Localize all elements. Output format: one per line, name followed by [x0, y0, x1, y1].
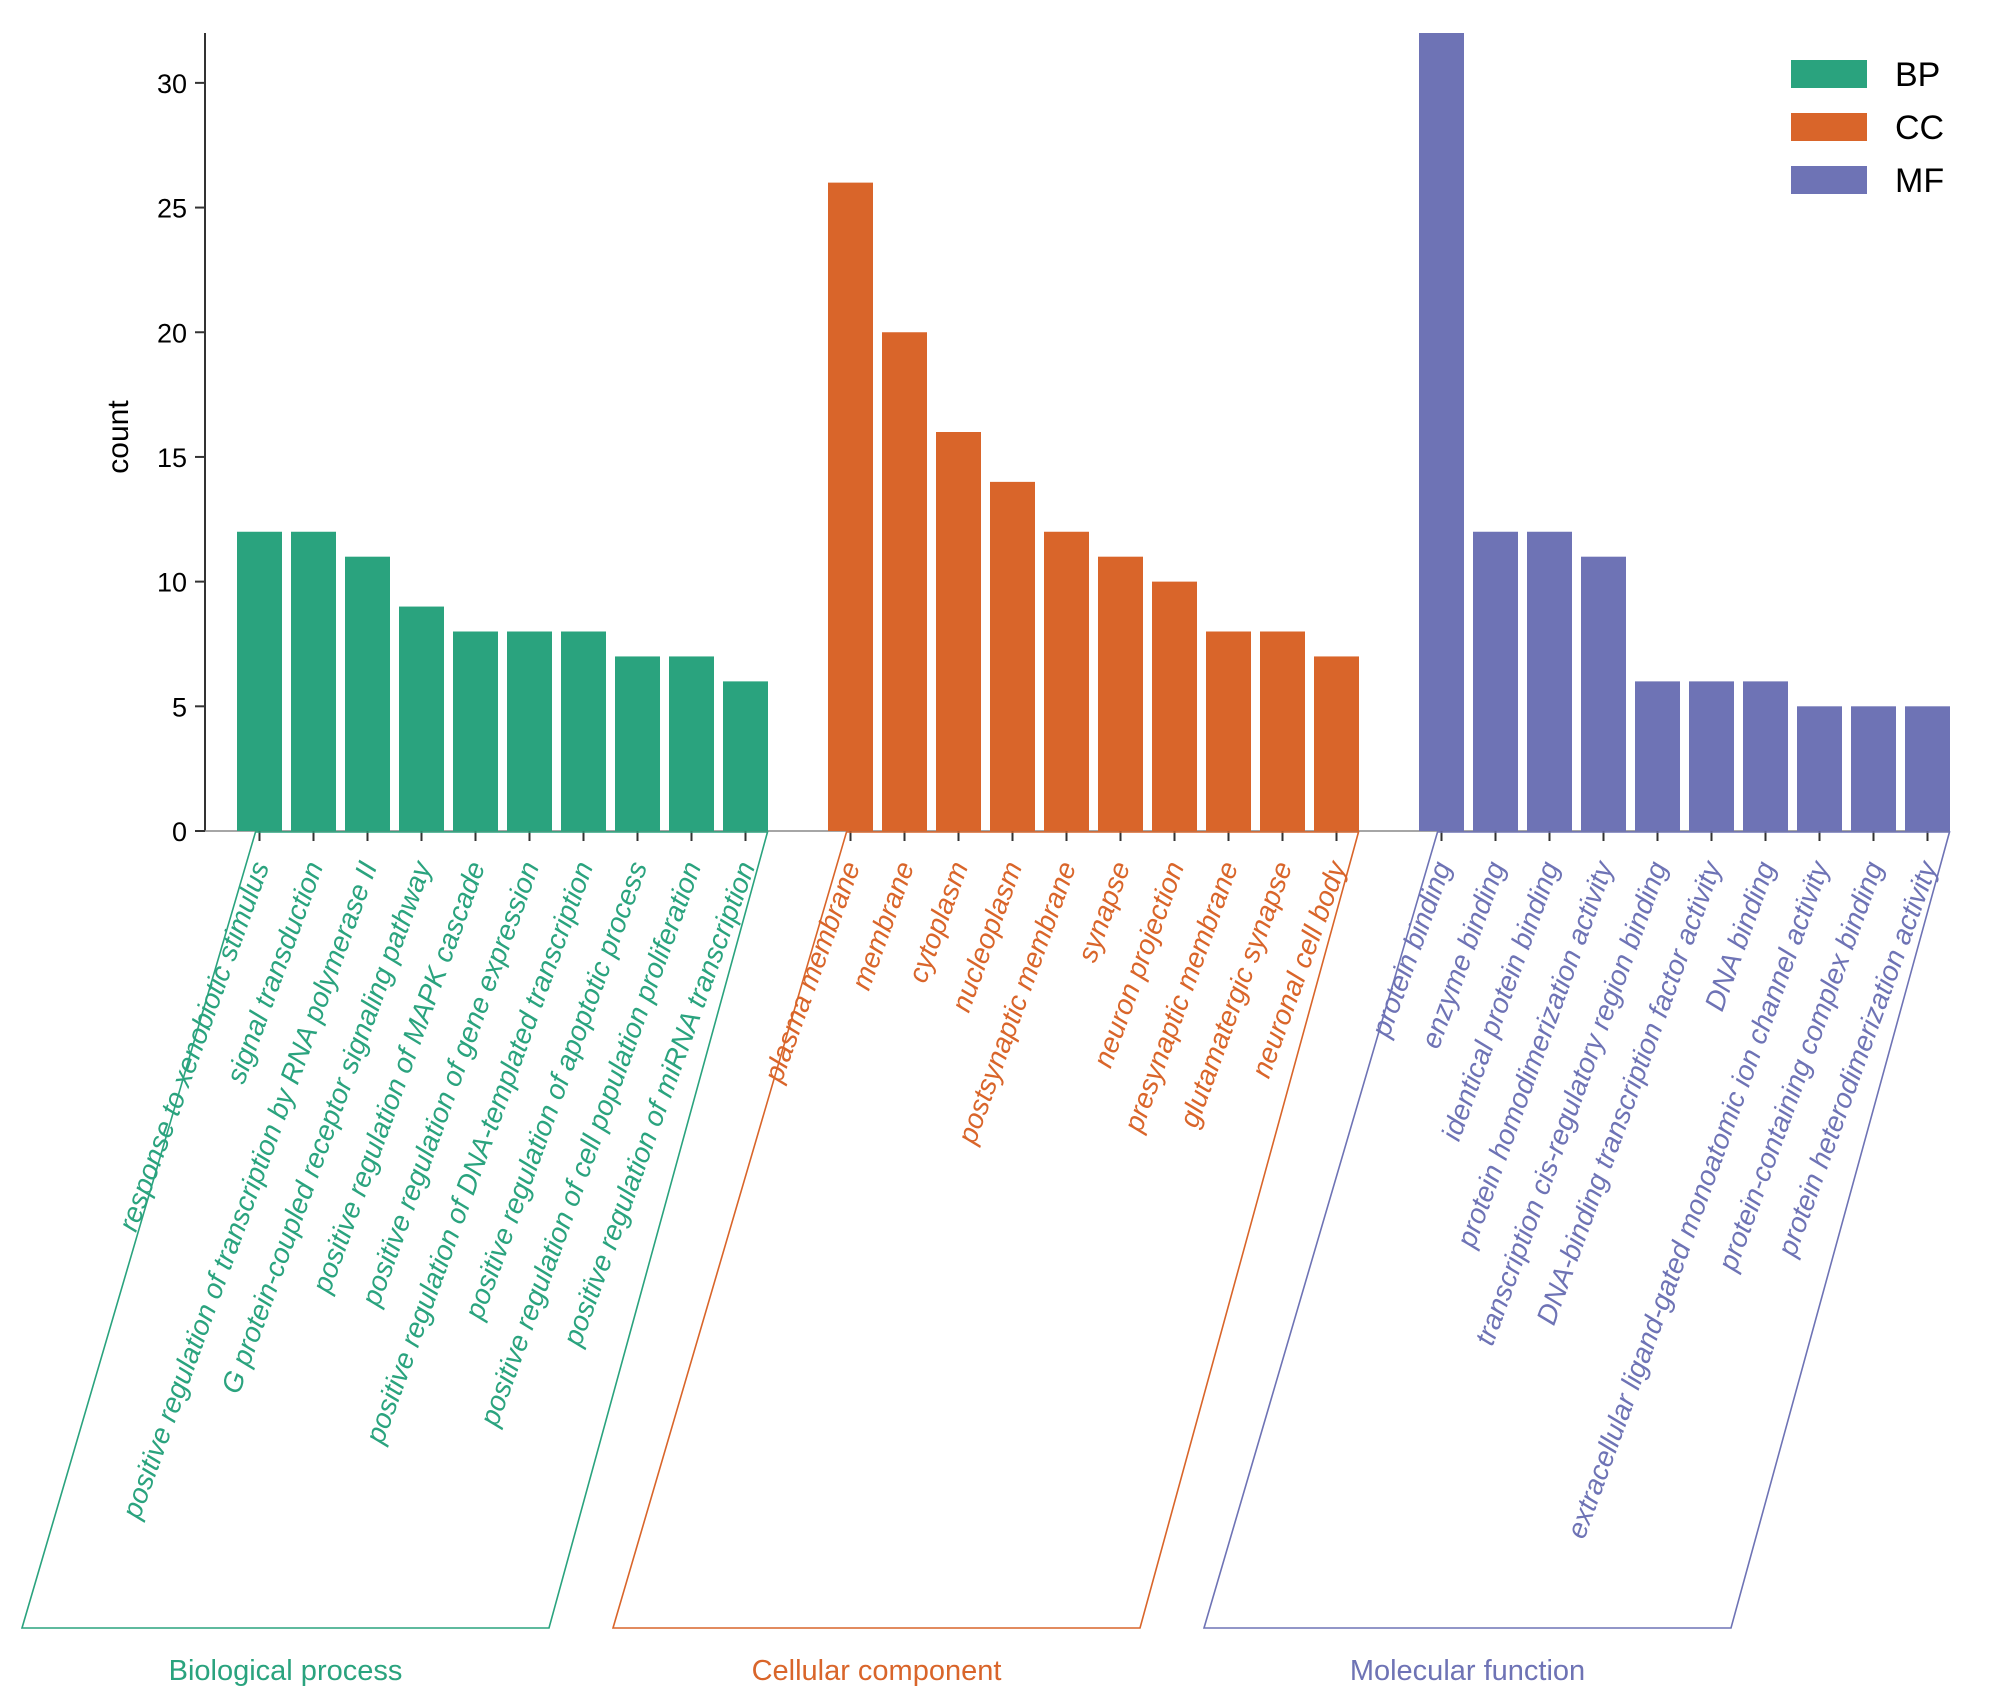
- y-tick-label: 10: [157, 568, 187, 598]
- bar: [345, 556, 390, 831]
- bar: [237, 531, 282, 831]
- bar: [399, 606, 444, 831]
- bar: [1851, 706, 1896, 831]
- legend: BP CC MF: [1791, 56, 1944, 200]
- bar: [1044, 531, 1089, 831]
- y-tick-label: 15: [157, 443, 187, 473]
- bar: [1635, 681, 1680, 831]
- group-label: Cellular component: [752, 1655, 1002, 1687]
- bar: [669, 656, 714, 831]
- group-boxes: Biological process Cellular component Mole…: [20, 831, 1951, 1687]
- bars: [237, 33, 1950, 831]
- y-tick-label: 5: [172, 692, 187, 722]
- group-bracket: [20, 831, 769, 1629]
- bar: [507, 631, 552, 831]
- group-bracket: [1202, 831, 1951, 1629]
- bar: [1152, 581, 1197, 831]
- bar: [828, 182, 873, 831]
- y-axis-title: count: [102, 400, 135, 474]
- group-bracket: [611, 831, 1360, 1629]
- y-tick-label: 25: [157, 194, 187, 224]
- bar: [882, 332, 927, 831]
- legend-label: BP: [1895, 56, 1940, 94]
- group-label: Molecular function: [1350, 1655, 1585, 1687]
- bar: [1260, 631, 1305, 831]
- bar: [453, 631, 498, 831]
- bar: [1206, 631, 1251, 831]
- bar: [723, 681, 768, 831]
- legend-swatch: [1791, 113, 1867, 141]
- bar: [1905, 706, 1950, 831]
- legend-label: MF: [1895, 162, 1944, 200]
- bar: [1473, 531, 1518, 831]
- bar: [291, 531, 336, 831]
- legend-swatch: [1791, 166, 1867, 194]
- bar: [1689, 681, 1734, 831]
- bar: [1743, 681, 1788, 831]
- bar: [561, 631, 606, 831]
- y-tick-label: 0: [172, 817, 187, 847]
- bar: [1527, 531, 1572, 831]
- bar: [1581, 556, 1626, 831]
- bar: [990, 481, 1035, 831]
- legend-swatch: [1791, 60, 1867, 88]
- bar: [936, 432, 981, 831]
- y-tick-label: 20: [157, 318, 187, 348]
- bar: [1098, 556, 1143, 831]
- bar: [1797, 706, 1842, 831]
- bar: [1419, 33, 1464, 831]
- legend-label: CC: [1895, 109, 1944, 147]
- bar: [615, 656, 660, 831]
- group-label: Biological process: [169, 1655, 403, 1687]
- y-tick-label: 30: [157, 69, 187, 99]
- bar: [1314, 656, 1359, 831]
